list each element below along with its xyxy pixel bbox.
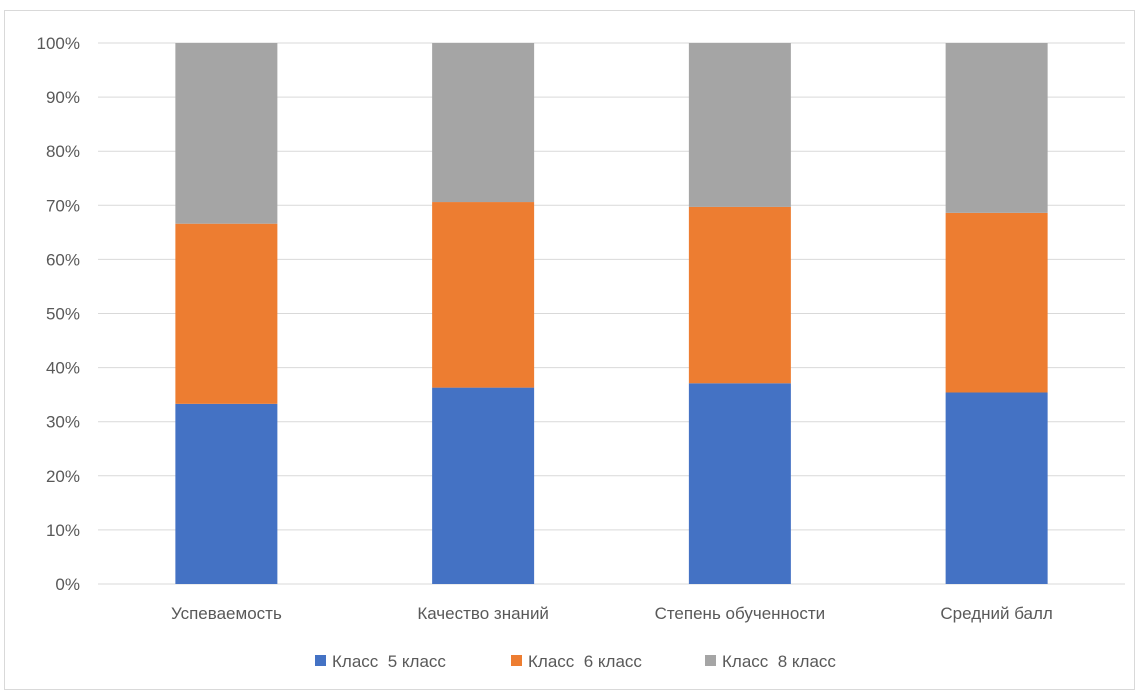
bar-segment: [688, 383, 791, 584]
bar-segment: [688, 43, 791, 207]
x-category-label: Степень обученности: [655, 604, 826, 623]
legend-label: Класс 6 класс: [528, 652, 642, 671]
bar-segment: [432, 43, 535, 203]
x-axis: Успеваемость Качество знаний Степень обуче…: [171, 604, 1053, 623]
y-axis: 0% 10% 20% 30% 40% 50% 60% 70% 80% 90% 100%: [37, 34, 80, 594]
legend-label: Класс 5 класс: [332, 652, 446, 671]
bars: [175, 43, 1048, 584]
y-tick-label: 90%: [46, 88, 80, 107]
y-tick-label: 80%: [46, 142, 80, 161]
bar-segment: [175, 223, 278, 404]
legend-swatch: [315, 655, 326, 666]
y-tick-label: 10%: [46, 521, 80, 540]
x-category-label: Качество знаний: [417, 604, 549, 623]
y-tick-label: 50%: [46, 305, 80, 324]
bar-segment: [175, 403, 278, 584]
bar-segment: [432, 202, 535, 388]
bar-segment: [175, 43, 278, 224]
y-tick-label: 0%: [55, 575, 80, 594]
bar-segment: [688, 206, 791, 384]
y-tick-label: 60%: [46, 250, 80, 269]
y-tick-label: 40%: [46, 359, 80, 378]
legend-swatch: [705, 655, 716, 666]
legend-swatch: [511, 655, 522, 666]
legend-label: Класс 8 класс: [722, 652, 836, 671]
x-category-label: Средний балл: [940, 604, 1052, 623]
bar-segment: [432, 387, 535, 584]
x-category-label: Успеваемость: [171, 604, 282, 623]
y-tick-label: 70%: [46, 196, 80, 215]
y-tick-label: 100%: [37, 34, 80, 53]
bar-segment: [945, 212, 1048, 393]
bar-segment: [945, 392, 1048, 584]
y-tick-label: 30%: [46, 413, 80, 432]
y-tick-label: 20%: [46, 467, 80, 486]
legend: Класс 5 класс Класс 6 класс Класс 8 класс: [315, 652, 836, 671]
bar-segment: [945, 43, 1048, 213]
